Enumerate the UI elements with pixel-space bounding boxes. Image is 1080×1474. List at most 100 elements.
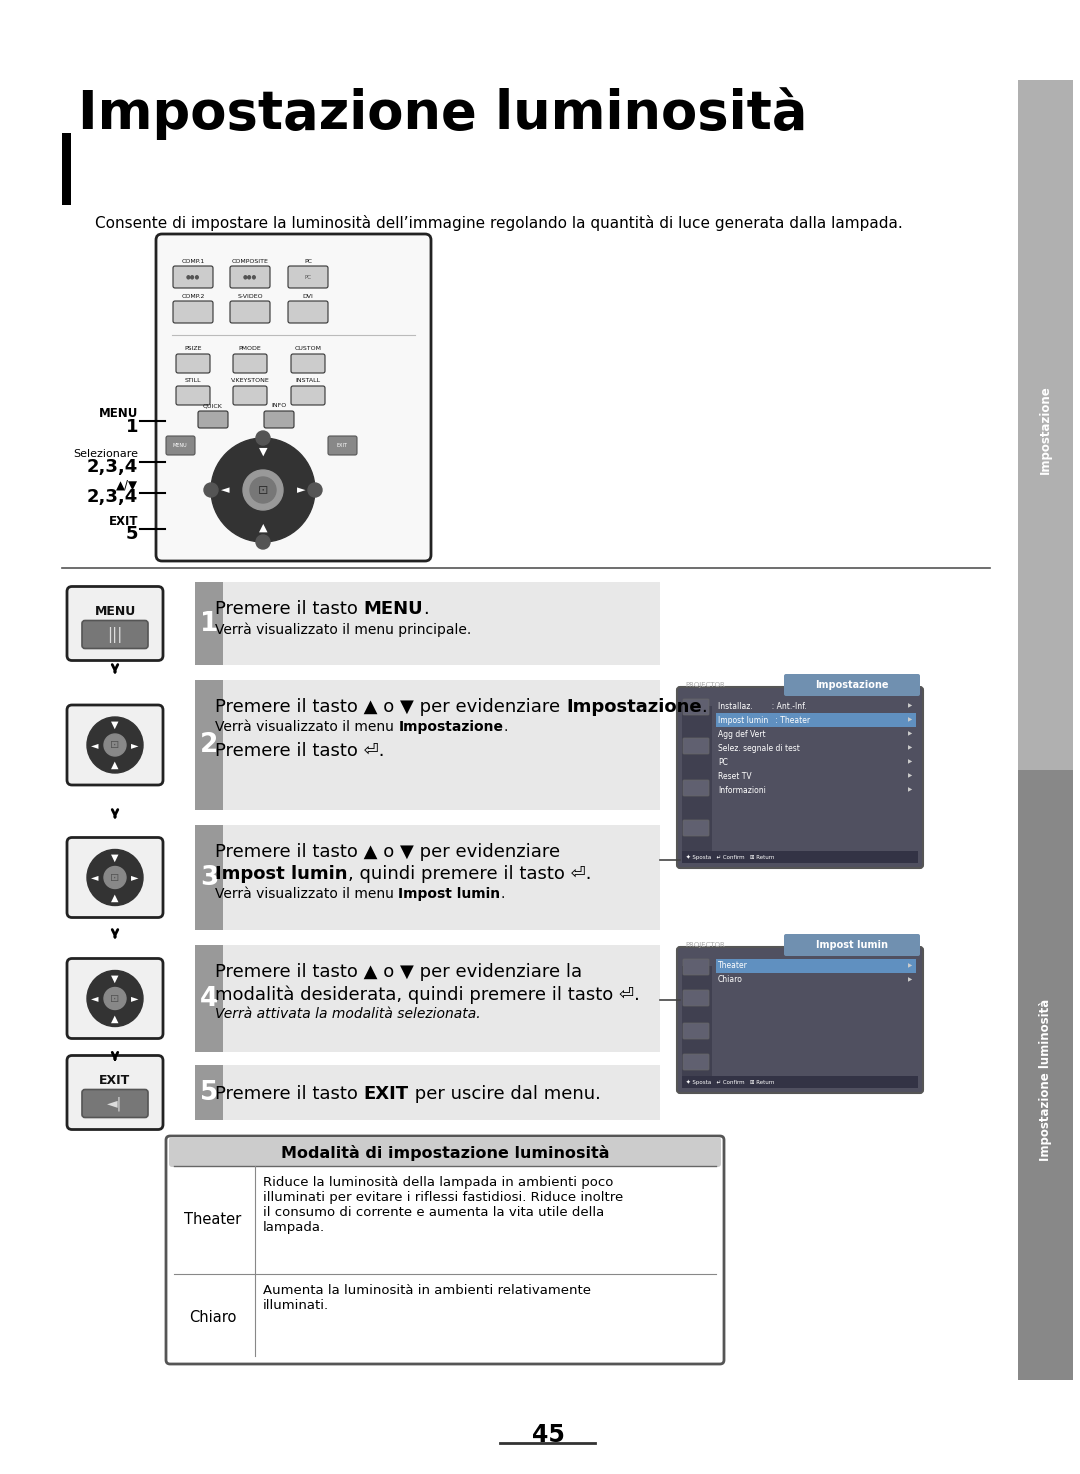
Circle shape [243,470,283,510]
Text: ►: ► [297,485,306,495]
Text: EXIT: EXIT [364,1085,408,1103]
Text: ▲: ▲ [111,761,119,769]
Text: PSIZE: PSIZE [185,346,202,351]
Text: INSTALL: INSTALL [296,377,321,383]
FancyBboxPatch shape [683,820,708,836]
FancyBboxPatch shape [683,1054,708,1070]
FancyBboxPatch shape [166,436,195,455]
Text: |||: ||| [107,626,123,643]
FancyBboxPatch shape [683,738,708,755]
FancyBboxPatch shape [328,436,357,455]
Text: COMPOSITE: COMPOSITE [231,259,269,264]
FancyBboxPatch shape [291,386,325,405]
Bar [289,481,309,500]
FancyBboxPatch shape [173,301,213,323]
Text: ⊡: ⊡ [110,873,120,883]
FancyBboxPatch shape [683,960,708,974]
Text: PC: PC [305,274,311,280]
Text: 2,3,4: 2,3,4 [86,488,138,506]
FancyBboxPatch shape [288,265,328,287]
Text: Consente di impostare la luminosità dell’immagine regolando la quantità di luce : Consente di impostare la luminosità dell… [95,215,903,231]
Text: ▶: ▶ [908,731,913,737]
Bar [195,825,660,930]
Text: Impostazione: Impostazione [399,719,503,734]
Text: Selezionare: Selezionare [73,450,138,458]
Bar [195,945,222,1052]
Text: 2,3,4: 2,3,4 [86,458,138,476]
Text: PC: PC [303,259,312,264]
Text: Theater: Theater [718,961,747,970]
FancyBboxPatch shape [82,1089,148,1117]
FancyBboxPatch shape [67,958,163,1039]
Text: Selez. segnale di test: Selez. segnale di test [718,743,800,753]
Text: Premere il tasto ⏎.: Premere il tasto ⏎. [215,741,384,761]
FancyBboxPatch shape [683,780,708,796]
Text: per uscire dal menu.: per uscire dal menu. [408,1085,600,1103]
FancyBboxPatch shape [291,354,325,373]
Text: .: . [423,600,429,618]
Text: ⊡: ⊡ [110,993,120,1004]
Circle shape [87,849,143,905]
Circle shape [256,535,270,548]
FancyBboxPatch shape [230,265,270,287]
Text: ▶: ▶ [908,718,913,722]
Text: Agg def Vert: Agg def Vert [718,730,766,738]
Text: PROJECTOR: PROJECTOR [685,942,725,948]
FancyBboxPatch shape [67,837,163,917]
Bar [195,1066,660,1120]
Bar [1018,769,1074,1380]
Text: EXIT: EXIT [337,442,348,448]
FancyBboxPatch shape [173,265,213,287]
Text: 4: 4 [200,986,218,1011]
Text: MENU: MENU [94,604,136,618]
Text: Verrà visualizzato il menu principale.: Verrà visualizzato il menu principale. [215,622,471,637]
FancyBboxPatch shape [264,411,294,427]
Bar [195,582,660,665]
FancyBboxPatch shape [784,674,920,696]
Text: .: . [503,719,508,734]
Text: 45: 45 [531,1422,565,1447]
Text: Impostazione: Impostazione [566,699,702,716]
Circle shape [104,867,126,889]
Bar [681,706,712,861]
Bar [716,960,916,973]
FancyBboxPatch shape [176,386,210,405]
FancyBboxPatch shape [168,1136,721,1167]
Text: Premere il tasto: Premere il tasto [215,1085,364,1103]
FancyBboxPatch shape [683,1023,708,1039]
Bar [1018,80,1074,769]
Text: .: . [702,699,707,716]
Text: EXIT: EXIT [108,514,138,528]
Text: Reset TV: Reset TV [718,771,752,781]
Circle shape [104,988,126,1010]
Text: ▼: ▼ [111,852,119,862]
FancyBboxPatch shape [677,946,923,1094]
Text: STILL: STILL [185,377,201,383]
Bar [217,481,237,500]
Text: MENU: MENU [173,442,187,448]
Text: ►: ► [132,740,138,750]
Text: EXIT: EXIT [99,1075,131,1086]
Text: ◄: ◄ [220,485,229,495]
Text: ▲: ▲ [111,1014,119,1023]
Bar [62,133,71,205]
Bar [681,850,918,862]
Text: ▼: ▼ [259,447,267,457]
Text: ▶: ▶ [908,703,913,709]
Text: ▶: ▶ [908,774,913,778]
Text: ►: ► [132,873,138,883]
Bar [195,582,222,665]
Bar [681,1076,918,1088]
Text: ✦ Sposta   ↵ Confirm   ⊞ Return: ✦ Sposta ↵ Confirm ⊞ Return [686,1079,774,1085]
Text: ▲/▼: ▲/▼ [116,479,138,491]
Circle shape [249,478,276,503]
Text: 1: 1 [125,419,138,436]
Text: ▶: ▶ [908,964,913,968]
Text: 5: 5 [200,1079,218,1106]
Text: Impost lumin: Impost lumin [399,887,500,901]
Text: CUSTOM: CUSTOM [295,346,322,351]
Bar [681,965,712,1086]
Text: , quindi premere il tasto ⏎.: , quindi premere il tasto ⏎. [348,865,591,883]
Text: Impost lumin   : Theater: Impost lumin : Theater [718,715,810,725]
Text: Verrà visualizzato il menu: Verrà visualizzato il menu [215,719,399,734]
